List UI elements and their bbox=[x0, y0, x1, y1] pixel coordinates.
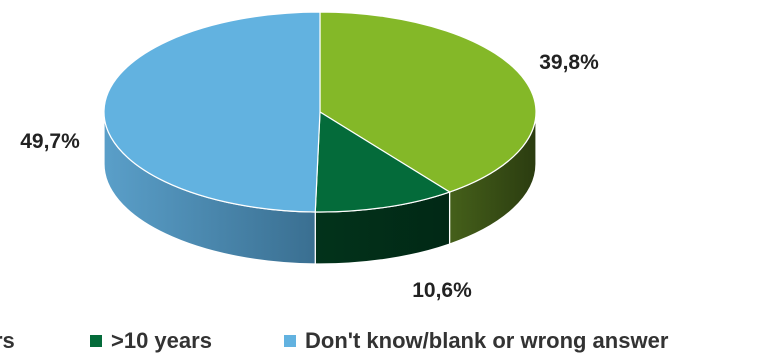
legend: rs >10 years Don't know/blank or wrong a… bbox=[0, 326, 784, 363]
data-label-0-10-years: 39,8% bbox=[539, 51, 599, 74]
pie-slice-0-10-years bbox=[319, 11, 537, 193]
legend-item-0-10-years: rs bbox=[0, 326, 15, 356]
legend-item-over-10-years: >10 years bbox=[90, 326, 212, 356]
legend-label-over-10-years: >10 years bbox=[111, 328, 212, 353]
pie-slice-over-10-years bbox=[314, 110, 451, 213]
legend-swatch-over-10-years bbox=[90, 335, 102, 347]
legend-label-dont-know: Don't know/blank or wrong answer bbox=[305, 328, 669, 353]
data-label-over-10-years: 10,6% bbox=[412, 279, 472, 302]
legend-swatch-dont-know bbox=[284, 335, 296, 347]
pie-tops bbox=[103, 11, 537, 213]
legend-item-dont-know: Don't know/blank or wrong answer bbox=[284, 326, 668, 356]
legend-label-0-10-years: rs bbox=[0, 328, 15, 353]
pie-sides bbox=[103, 111, 537, 265]
data-label-dont-know: 49,7% bbox=[20, 130, 80, 153]
pie-slice-dont-know bbox=[103, 11, 321, 213]
